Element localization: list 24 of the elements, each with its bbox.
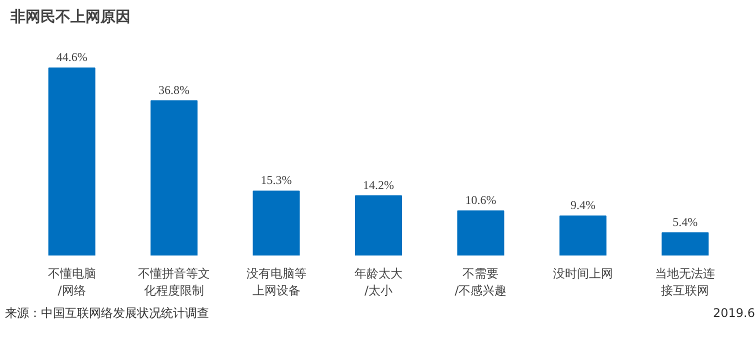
bar bbox=[150, 100, 198, 256]
chart-title: 非网民不上网原因 bbox=[10, 8, 130, 26]
bar bbox=[48, 68, 96, 256]
x-tick-label: 不懂拼音等文化程度限制 bbox=[138, 266, 210, 298]
bar bbox=[252, 190, 300, 256]
x-tick-label: 没有电脑等上网设备 bbox=[246, 266, 306, 298]
data-label: 15.3% bbox=[260, 173, 292, 188]
x-tick-label: 当地无法连接互联网 bbox=[655, 266, 716, 298]
data-label: 36.8% bbox=[158, 82, 190, 97]
x-tick-label: 不需要 /不感兴趣 bbox=[454, 266, 507, 298]
bar bbox=[355, 195, 402, 256]
data-label: 44.6% bbox=[56, 50, 88, 64]
data-label: 10.6% bbox=[465, 192, 496, 207]
data-label: 9.4% bbox=[570, 198, 596, 212]
bar bbox=[457, 210, 504, 256]
bar bbox=[662, 232, 709, 256]
bar bbox=[559, 215, 606, 256]
data-label: 14.2% bbox=[363, 178, 394, 192]
source-note: 来源：中国互联网络发展状况统计调查 bbox=[5, 305, 209, 322]
text: 2019.6 bbox=[713, 305, 755, 322]
data-label: 5.4% bbox=[672, 214, 698, 229]
x-tick-label: 没时间上网 bbox=[552, 266, 613, 280]
x-tick-label: 不懂电脑 /网络 bbox=[48, 266, 96, 298]
x-tick-label: 年龄太大 /太小 bbox=[354, 266, 402, 298]
